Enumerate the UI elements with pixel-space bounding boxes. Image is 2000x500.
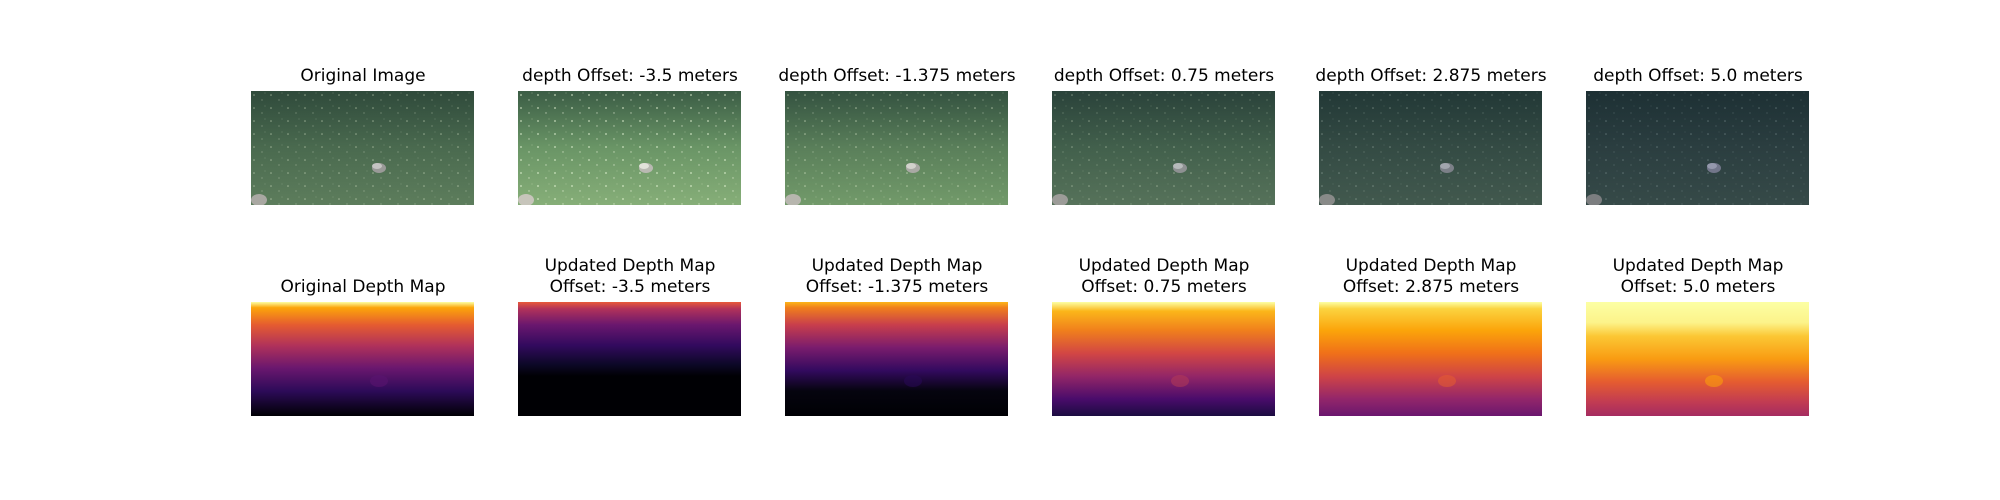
title-depth-offset-neg3.5: Updated Depth Map Offset: -3.5 meters <box>544 256 716 297</box>
depth-map-offset-2.875 <box>1319 302 1542 416</box>
title-image-offset-neg3.5: depth Offset: -3.5 meters <box>522 66 738 86</box>
seafloor-image-offset-0.75 <box>1052 91 1275 205</box>
depth-map-offset-0.75 <box>1052 302 1275 416</box>
depth-map-offset-neg1.375 <box>785 302 1008 416</box>
title-image-offset-0.75: depth Offset: 0.75 meters <box>1053 66 1275 86</box>
title-image-offset-5.0: depth Offset: 5.0 meters <box>1593 66 1803 86</box>
title-depth-offset-0.75: Updated Depth Map Offset: 0.75 meters <box>1078 256 1250 297</box>
seafloor-image-offset-neg1.375 <box>785 91 1008 205</box>
title-depth-offset-2.875: Updated Depth Map Offset: 2.875 meters <box>1342 256 1520 297</box>
seafloor-image-offset-5.0 <box>1586 91 1809 205</box>
title-depth-offset-5.0: Updated Depth Map Offset: 5.0 meters <box>1612 256 1784 297</box>
title-image-offset-2.875: depth Offset: 2.875 meters <box>1315 66 1547 86</box>
title-original-image: Original Image <box>300 66 426 86</box>
depth-map-offset-neg3.5 <box>518 302 741 416</box>
seafloor-image-offset-neg3.5 <box>518 91 741 205</box>
title-original-depth-map: Original Depth Map <box>280 277 446 297</box>
depth-map-offset-5.0 <box>1586 302 1809 416</box>
seafloor-image-offset-2.875 <box>1319 91 1542 205</box>
title-image-offset-neg1.375: depth Offset: -1.375 meters <box>778 66 1016 86</box>
title-depth-offset-neg1.375: Updated Depth Map Offset: -1.375 meters <box>805 256 989 297</box>
depth-map-original <box>251 302 474 416</box>
seafloor-image-original <box>251 91 474 205</box>
